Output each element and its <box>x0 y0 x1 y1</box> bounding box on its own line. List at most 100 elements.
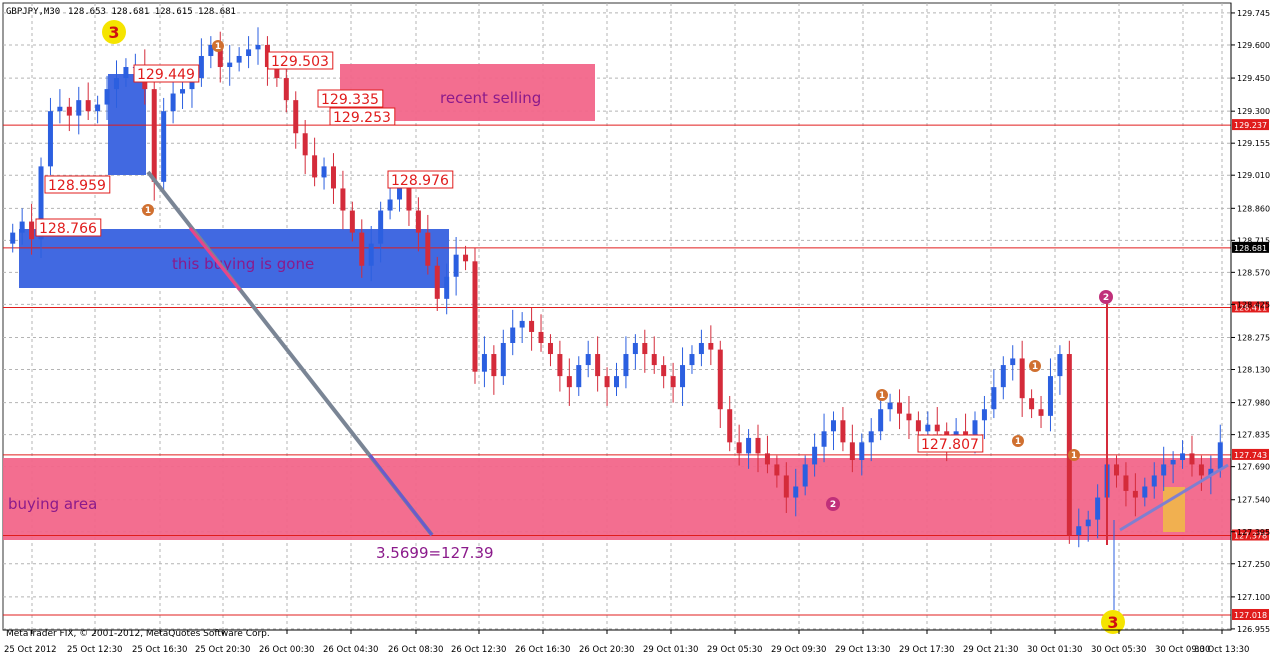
x-tick-label: 26 Oct 08:30 <box>388 645 443 655</box>
candle-body <box>1019 358 1025 399</box>
candle-body <box>500 342 506 377</box>
candle-body <box>255 44 261 50</box>
candles <box>10 27 1223 610</box>
x-tick-label: 29 Oct 17:30 <box>899 645 954 655</box>
candle-body <box>1132 490 1138 498</box>
y-tick-label: 128.860 <box>1237 204 1270 213</box>
candle-body <box>217 44 223 68</box>
candle-body <box>510 327 516 343</box>
y-tick-label: 129.155 <box>1237 139 1270 148</box>
candle-body <box>104 89 110 105</box>
candle-body <box>547 342 553 355</box>
candle-body <box>793 486 799 498</box>
x-tick-label: 26 Oct 04:30 <box>323 645 378 655</box>
candle-body <box>1038 409 1044 416</box>
candle-body <box>1047 376 1053 416</box>
candle-body <box>1189 453 1195 465</box>
candle-body <box>47 111 53 167</box>
candle-body <box>849 442 855 461</box>
markers: 3 3 2 2 1 1 1 1 1 1 <box>102 20 1125 634</box>
trend-lines <box>146 170 1229 537</box>
price-label-box <box>387 170 454 189</box>
candle-body <box>925 424 931 432</box>
marker-text: 1 <box>1015 437 1021 447</box>
marker-magenta <box>1099 290 1113 304</box>
y-tick-label: 129.450 <box>1237 74 1270 83</box>
marker-orange <box>212 40 224 52</box>
candle-body <box>302 133 308 156</box>
candle-body <box>85 100 91 112</box>
candle-body <box>151 89 157 182</box>
candle-body <box>397 188 403 200</box>
candle-body <box>897 402 903 414</box>
y-tick-label: 127.395 <box>1237 528 1270 537</box>
price-labels: 129.449 129.503 129.335 129.253 128.959 128.9… <box>35 51 984 453</box>
price-label-text: 128.976 <box>391 173 449 189</box>
candle-body <box>1161 464 1167 476</box>
projection-label: 3.5699=127.39 <box>376 544 494 562</box>
candle-body <box>1198 464 1204 476</box>
y-tick-label: 128.570 <box>1237 268 1270 277</box>
y-tick-label: 129.010 <box>1237 171 1270 180</box>
candle-body <box>519 320 525 328</box>
candle-body <box>415 210 421 233</box>
candle-body <box>491 354 497 377</box>
y-tick-label: 128.130 <box>1237 365 1270 374</box>
candle-body <box>802 464 808 487</box>
trend-highlight <box>188 227 242 291</box>
candle-body <box>1151 475 1157 487</box>
candle-body <box>330 166 336 189</box>
x-tick-label: 26 Oct 16:30 <box>515 645 570 655</box>
marker-text: 1 <box>145 206 151 216</box>
price-label-text: 127.807 <box>921 437 979 453</box>
price-label-box <box>267 51 334 70</box>
x-tick-label: 30 Oct 09:30 <box>1155 645 1210 655</box>
marker-orange <box>142 204 154 216</box>
x-tick-label: 26 Oct 20:30 <box>579 645 634 655</box>
candle-body <box>1000 365 1006 388</box>
level-tag <box>1232 608 1269 620</box>
candle-body <box>812 446 818 465</box>
y-tick-label: 129.745 <box>1237 9 1270 18</box>
candle-body <box>585 354 591 366</box>
candle-body <box>642 342 648 355</box>
marker-text: 3 <box>108 23 119 42</box>
small-blue-zone <box>108 74 146 175</box>
marker-yellow <box>102 20 126 44</box>
level-tag-text: 128.411 <box>1234 303 1267 312</box>
candle-body <box>425 232 431 266</box>
candle-body <box>1029 398 1035 410</box>
candle-body <box>934 424 940 432</box>
candle-body <box>604 376 610 388</box>
candle-body <box>1217 442 1223 469</box>
marker-orange <box>1029 360 1041 372</box>
candle-body <box>746 437 752 454</box>
candle-body <box>340 188 346 211</box>
candle-body <box>717 349 723 410</box>
candle-body <box>1057 354 1063 377</box>
ohlc-readout: 128.653 128.681 128.615 128.681 <box>68 7 236 17</box>
candle-body <box>764 453 770 465</box>
candle-body <box>274 67 280 79</box>
y-tick-label: 129.300 <box>1237 107 1270 116</box>
level-tag-text: 128.681 <box>1234 244 1267 253</box>
candle-body <box>981 409 987 421</box>
buying-area-label: buying area <box>8 495 97 513</box>
candle-body <box>859 442 865 461</box>
price-label-text: 129.503 <box>271 54 329 70</box>
y-tick-label: 128.425 <box>1237 300 1270 309</box>
price-label-box <box>35 218 102 237</box>
candle-body <box>736 442 742 454</box>
level-tag-text: 129.237 <box>1234 121 1267 130</box>
candle-body <box>198 55 204 79</box>
candle-body <box>1208 468 1214 476</box>
level-tag <box>1232 301 1269 313</box>
candle-body <box>387 199 393 211</box>
candle-body <box>906 413 912 421</box>
candle-body <box>651 354 657 366</box>
buying-area-zone <box>3 458 1231 540</box>
candle-body <box>312 155 318 178</box>
candle-body <box>349 210 355 233</box>
candle-body <box>915 420 921 432</box>
